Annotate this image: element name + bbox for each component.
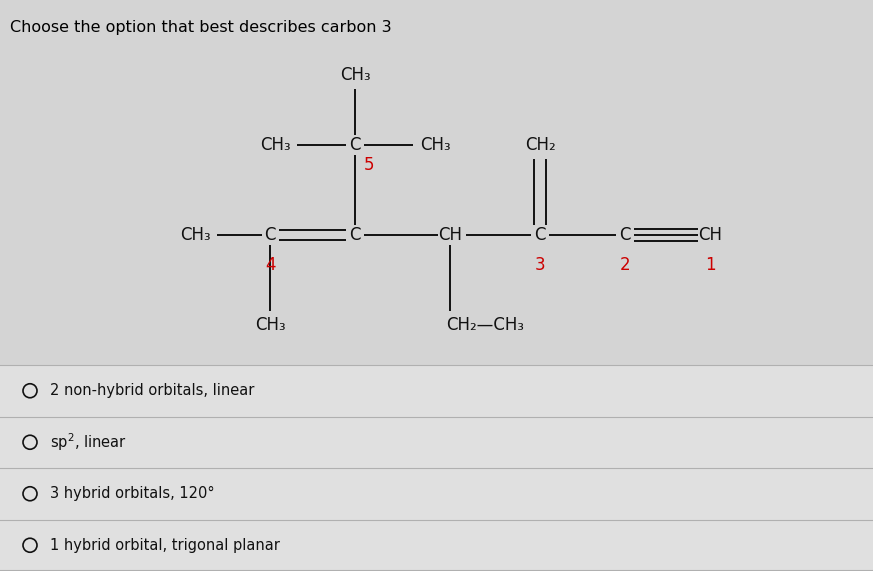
Text: 1: 1 bbox=[705, 256, 715, 274]
Text: CH₃: CH₃ bbox=[255, 316, 285, 334]
Text: 3: 3 bbox=[534, 256, 546, 274]
Text: C: C bbox=[534, 226, 546, 244]
Text: CH: CH bbox=[438, 226, 462, 244]
Text: 2 non-hybrid orbitals, linear: 2 non-hybrid orbitals, linear bbox=[50, 383, 254, 398]
Text: CH₂: CH₂ bbox=[525, 136, 555, 154]
Text: CH₃: CH₃ bbox=[259, 136, 291, 154]
Text: 5: 5 bbox=[364, 156, 375, 174]
Text: Choose the option that best describes carbon 3: Choose the option that best describes ca… bbox=[10, 20, 392, 35]
Text: CH₃: CH₃ bbox=[420, 136, 450, 154]
Text: 1 hybrid orbital, trigonal planar: 1 hybrid orbital, trigonal planar bbox=[50, 538, 280, 553]
Text: C: C bbox=[349, 136, 361, 154]
Text: C: C bbox=[349, 226, 361, 244]
Text: 4: 4 bbox=[265, 256, 275, 274]
Text: CH: CH bbox=[698, 226, 722, 244]
Text: CH₃: CH₃ bbox=[340, 66, 370, 84]
Text: 3 hybrid orbitals, 120°: 3 hybrid orbitals, 120° bbox=[50, 486, 215, 501]
Text: sp$^2$, linear: sp$^2$, linear bbox=[50, 432, 127, 453]
Text: C: C bbox=[265, 226, 276, 244]
Text: CH₃: CH₃ bbox=[180, 226, 210, 244]
Bar bbox=[0, 365, 873, 571]
Text: C: C bbox=[619, 226, 631, 244]
Text: 2: 2 bbox=[620, 256, 630, 274]
Text: CH₂—CH₃: CH₂—CH₃ bbox=[446, 316, 524, 334]
